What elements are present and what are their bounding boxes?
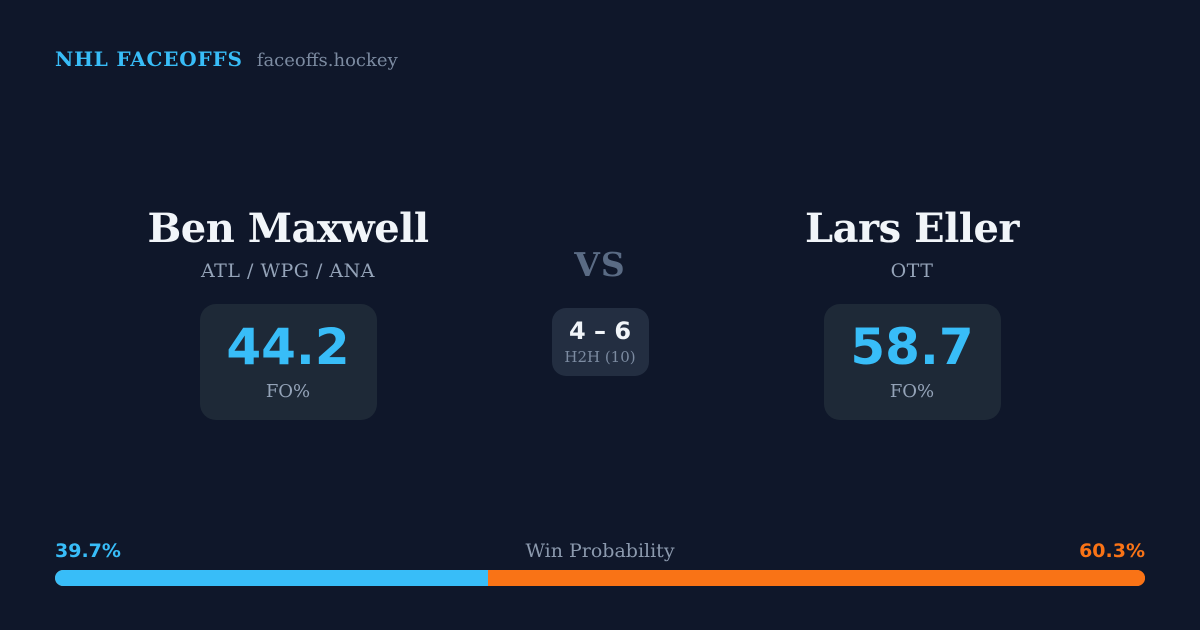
win-probability-title: Win Probability: [525, 540, 675, 562]
win-probability-bar: [55, 570, 1145, 586]
h2h-label: H2H (10): [564, 347, 636, 366]
matchup-center-panel: VS 4 – 6 H2H (10): [500, 246, 700, 376]
left-player-teams: ATL / WPG / ANA: [201, 260, 375, 282]
left-player-fo-label: FO%: [265, 381, 311, 402]
brand-title: NHL FACEOFFS: [55, 47, 243, 71]
h2h-score: 4 – 6: [568, 317, 632, 346]
left-player-fo-box: 44.2 FO%: [199, 304, 377, 420]
right-player-panel: Lars Eller OTT 58.7 FO%: [712, 206, 1112, 420]
left-player-panel: Ben Maxwell ATL / WPG / ANA 44.2 FO%: [88, 206, 488, 420]
h2h-box: 4 – 6 H2H (10): [551, 307, 649, 376]
right-player-name: Lars Eller: [805, 205, 1019, 252]
header: NHL FACEOFFS faceoffs.hockey: [55, 47, 398, 71]
win-bar-left-segment: [55, 570, 488, 586]
win-probability-section: 39.7% Win Probability 60.3%: [55, 540, 1145, 586]
left-player-name: Ben Maxwell: [147, 205, 429, 252]
right-win-probability: 60.3%: [1079, 540, 1145, 562]
site-url: faceoffs.hockey: [256, 50, 398, 71]
vs-label: VS: [574, 245, 626, 284]
right-player-fo-value: 58.7: [850, 318, 974, 376]
right-player-fo-box: 58.7 FO%: [823, 304, 1001, 420]
left-player-fo-value: 44.2: [226, 318, 350, 376]
right-player-teams: OTT: [890, 260, 934, 282]
win-bar-right-segment: [487, 570, 1145, 586]
win-probability-labels: 39.7% Win Probability 60.3%: [55, 540, 1145, 562]
left-win-probability: 39.7%: [55, 540, 121, 562]
right-player-fo-label: FO%: [889, 381, 935, 402]
